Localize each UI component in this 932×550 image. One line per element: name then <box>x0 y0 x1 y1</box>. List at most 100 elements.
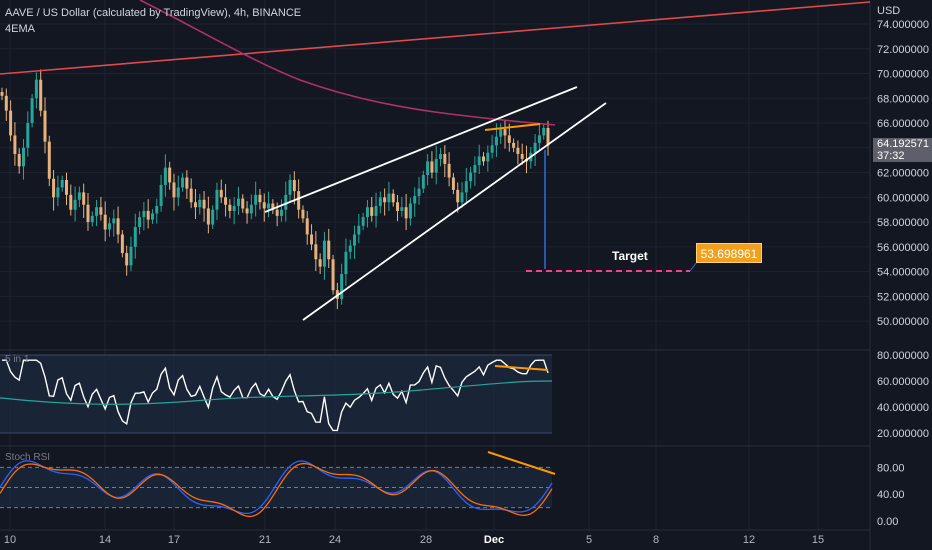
rsi-signal-line <box>0 380 553 405</box>
time-axis-label: 24 <box>329 534 341 546</box>
candle-body <box>211 209 215 225</box>
time-axis-label: 15 <box>812 534 824 546</box>
price-axis-label: 54.000000 <box>877 267 929 279</box>
candle-body <box>159 184 163 206</box>
candle-body <box>13 135 17 154</box>
stoch-k-line <box>0 460 553 515</box>
candle-body <box>26 123 30 148</box>
time-axis-label: 28 <box>420 534 432 546</box>
candle-body <box>172 182 176 198</box>
candle-body <box>378 197 382 206</box>
price-top-line <box>484 123 541 131</box>
candle-body <box>353 234 357 246</box>
candle-body <box>228 204 232 211</box>
price-axis-label: 52.000000 <box>877 291 929 303</box>
time-axis-label: 8 <box>653 534 659 546</box>
time-axis-label: 12 <box>743 534 755 546</box>
candle-body <box>215 189 219 210</box>
candle-body <box>56 187 60 198</box>
candle-body <box>391 193 395 203</box>
target-value-box: 53.698961 <box>696 243 762 263</box>
candle-body <box>404 207 408 219</box>
candle-body <box>267 203 271 209</box>
price-axis-label: 68.000000 <box>877 93 929 105</box>
candle-body <box>77 192 81 200</box>
candle-body <box>60 179 64 188</box>
candle-body <box>112 218 116 224</box>
candle-body <box>434 158 438 173</box>
rsi-axis-label: 20.000000 <box>877 428 929 440</box>
time-axis-label: 10 <box>4 534 16 546</box>
candle-body <box>413 196 417 204</box>
candle-body <box>469 172 473 182</box>
price-axis-label: 50.000000 <box>877 316 929 328</box>
candle-body <box>507 135 511 143</box>
candle-body <box>39 79 43 111</box>
candle-body <box>546 127 550 146</box>
wedge-lower-line <box>302 102 607 321</box>
candle-body <box>129 246 133 266</box>
candle-body <box>486 152 490 162</box>
price-axis-label: 70.000000 <box>877 69 929 81</box>
candle-body <box>198 199 202 208</box>
candle-body <box>150 213 154 220</box>
candle-body <box>52 178 56 198</box>
candle-body <box>400 207 404 211</box>
candle-body <box>254 194 258 205</box>
candle-body <box>288 179 292 195</box>
candle-body <box>460 192 464 203</box>
candle-body <box>408 203 412 219</box>
candle-body <box>176 187 180 198</box>
price-axis-label: 66.000000 <box>877 118 929 130</box>
price-axis-label: 58.000000 <box>877 217 929 229</box>
candle-body <box>310 234 314 245</box>
candle-body <box>421 175 425 189</box>
candle-body <box>426 161 430 176</box>
candle-body <box>249 204 253 214</box>
candle-body <box>331 259 335 291</box>
candle-body <box>365 207 369 218</box>
time-axis-label: 14 <box>99 534 111 546</box>
candle-body <box>245 208 249 214</box>
candle-body <box>340 274 344 299</box>
candle-body <box>284 194 288 210</box>
candle-body <box>202 199 206 209</box>
current-price-value: 64.192571 <box>877 138 929 150</box>
candle-body <box>292 179 296 192</box>
candle-body <box>116 218 120 235</box>
candle-body <box>120 234 124 254</box>
candle-body <box>348 245 352 252</box>
candle-body <box>17 153 21 167</box>
candle-body <box>86 204 90 223</box>
indicator-5in1-title: 5 in 1 <box>5 354 30 365</box>
price-axis-label: 56.000000 <box>877 242 929 254</box>
candle-body <box>163 167 167 185</box>
candle-body <box>542 127 546 136</box>
candle-body <box>396 202 400 211</box>
candle-body <box>357 225 361 235</box>
candle-body <box>477 156 481 166</box>
stoch-divergence-line <box>487 451 556 475</box>
candle-body <box>383 197 387 203</box>
candle-body <box>443 153 447 164</box>
candle-body <box>473 165 477 173</box>
rsi-line <box>2 359 549 432</box>
candle-body <box>0 92 4 96</box>
candle-body <box>275 209 279 216</box>
candle-body <box>47 141 51 179</box>
stoch-axis-label: 80.00 <box>877 462 905 474</box>
time-axis-label: 21 <box>259 534 271 546</box>
candle-body <box>503 129 507 136</box>
time-axis-label: Dec <box>484 534 504 546</box>
stoch-d-line <box>0 462 553 518</box>
candle-body <box>417 188 421 197</box>
candle-body <box>103 214 107 230</box>
candle-body <box>232 205 236 211</box>
candle-body <box>82 192 86 205</box>
candle-body <box>99 207 103 215</box>
price-axis-label: 60.000000 <box>877 192 929 204</box>
price-axis-label: 74.000000 <box>877 19 929 31</box>
price-axis-label: 72.000000 <box>877 44 929 56</box>
candle-body <box>520 153 524 159</box>
